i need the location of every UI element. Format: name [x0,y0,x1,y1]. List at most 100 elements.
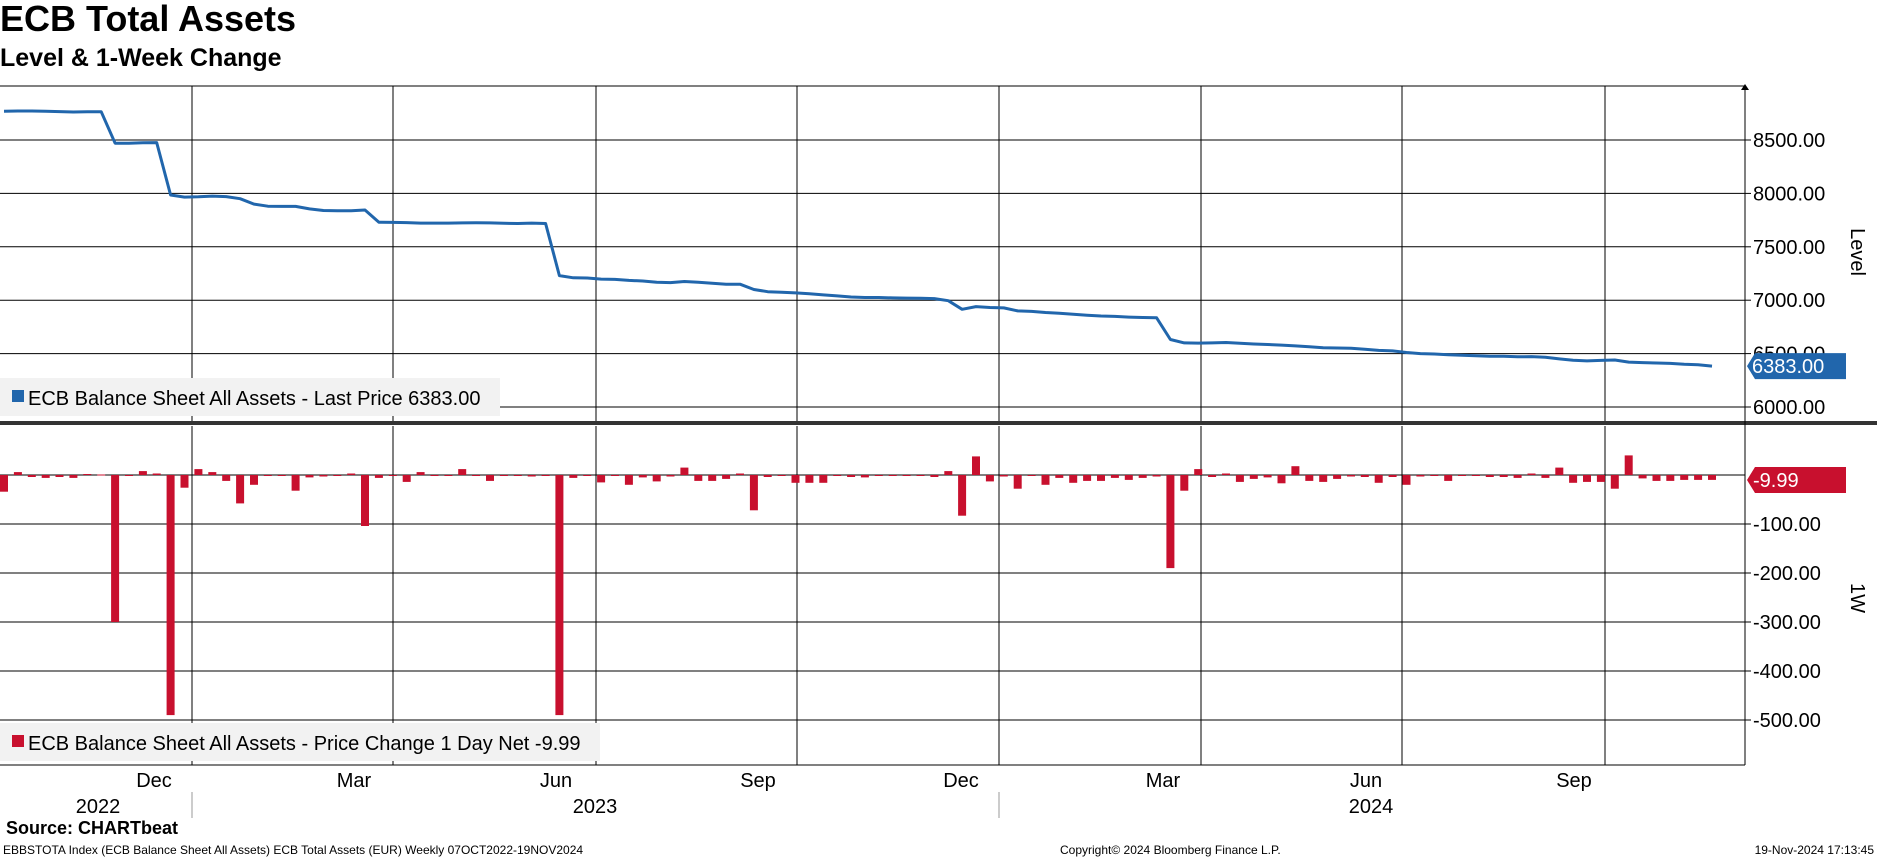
top-legend-swatch [12,390,24,402]
change-bar [1333,475,1342,479]
change-bar [1235,475,1244,482]
change-bar [1569,475,1578,483]
change-bar [402,475,411,482]
axis-arrow [1741,84,1749,90]
change-bar [430,475,439,476]
last-level-tag [1747,353,1846,380]
change-bar [97,474,106,476]
change-bar [944,471,953,475]
x-axis: Dec Mar Jun Sep Dec Mar Jun Sep 2022 2023 2024 [76,770,1592,818]
last-level-tag-text: 6383.00 [1752,356,1824,378]
bottom-legend-swatch [12,735,24,747]
change-bar [1180,475,1189,491]
change-bar [972,456,980,475]
change-bar [1222,473,1230,475]
change-bar [958,475,967,516]
change-bar [1527,473,1536,475]
change-bar [1124,475,1133,480]
change-bar [111,475,120,622]
change-bar [499,475,508,476]
x-month-label: Jun [540,770,572,792]
change-bar [152,473,161,475]
change-bar [41,475,50,478]
y-tick-label: 7500.00 [1753,237,1825,259]
change-bar [833,475,842,476]
change-bar [305,475,314,478]
x-month-label: Sep [1556,770,1592,792]
level-line [3,109,1713,368]
x-month-label: Dec [136,770,172,792]
change-bar [541,475,550,476]
x-year-label: 2024 [1349,796,1394,818]
change-bar [1360,475,1369,477]
change-bar [166,475,175,716]
change-bar [333,475,342,476]
bottom-ylabel: 1W [1846,583,1868,613]
change-bar [416,472,425,475]
level-series [3,109,1713,368]
change-bar [1666,475,1675,481]
last-change-tag-text: -9.99 [1753,470,1799,492]
change-bar [1277,475,1286,484]
change-bar [361,475,369,526]
change-bar [1194,469,1203,475]
change-bar [1541,475,1550,478]
change-bar [1694,475,1703,480]
y-tick-label: -200.00 [1753,563,1821,585]
change-bar [472,475,481,476]
change-bar [1291,466,1300,475]
y-axes: 8500.008000.007500.007000.006500.006000.… [1741,84,1868,732]
change-bar [999,475,1008,477]
copyright: Copyright© 2024 Bloomberg Finance L.P. [1060,843,1281,857]
change-bar [791,475,800,483]
change-bar [13,472,22,475]
change-bar [208,472,217,475]
change-bar [1402,475,1411,485]
change-bar [736,473,744,475]
change-bar [930,475,939,477]
change-bar [1055,475,1064,478]
x-month-label: Dec [943,770,979,792]
x-year-label: 2023 [573,796,618,818]
change-bar [1652,475,1661,481]
change-bar [1708,475,1716,480]
change-bar [1444,475,1453,481]
change-bar [583,475,592,476]
change-bar [1596,475,1605,482]
change-bar [902,475,911,476]
y-tick-label: -300.00 [1753,612,1821,634]
change-bar [1499,475,1508,477]
x-year-label: 2022 [76,796,121,818]
bottom-legend-box [0,723,600,761]
change-bar [611,475,619,476]
grid-lines [0,85,1877,766]
change-bar [1249,475,1258,479]
change-bar [236,475,245,504]
source-note: Source: CHARTbeat [6,818,179,838]
change-bar [1027,475,1036,476]
y-tick-label: -100.00 [1753,514,1821,536]
change-bar [1680,475,1689,480]
y-tick-label: 8500.00 [1753,130,1825,152]
chart-subtitle: Level & 1-Week Change [0,44,282,72]
top-ylabel: Level [1846,228,1868,276]
y-tick-label: -400.00 [1753,661,1821,683]
change-bar [624,475,633,485]
change-bar [749,475,758,511]
change-bar [222,475,231,481]
x-month-label: Sep [740,770,776,792]
change-bar [1152,475,1161,477]
y-tick-label: 8000.00 [1753,183,1825,205]
y-tick-label: 6000.00 [1753,397,1825,419]
change-bar [1485,475,1494,477]
change-bar [722,475,731,479]
change-bar [194,469,203,475]
x-month-label: Mar [337,770,372,792]
change-bar [1305,475,1314,481]
change-bar [347,473,356,475]
change-bar [1610,475,1619,489]
change-bar [1041,475,1050,485]
change-bar [680,467,689,475]
change-bar [874,475,883,476]
change-bar [1208,475,1217,477]
